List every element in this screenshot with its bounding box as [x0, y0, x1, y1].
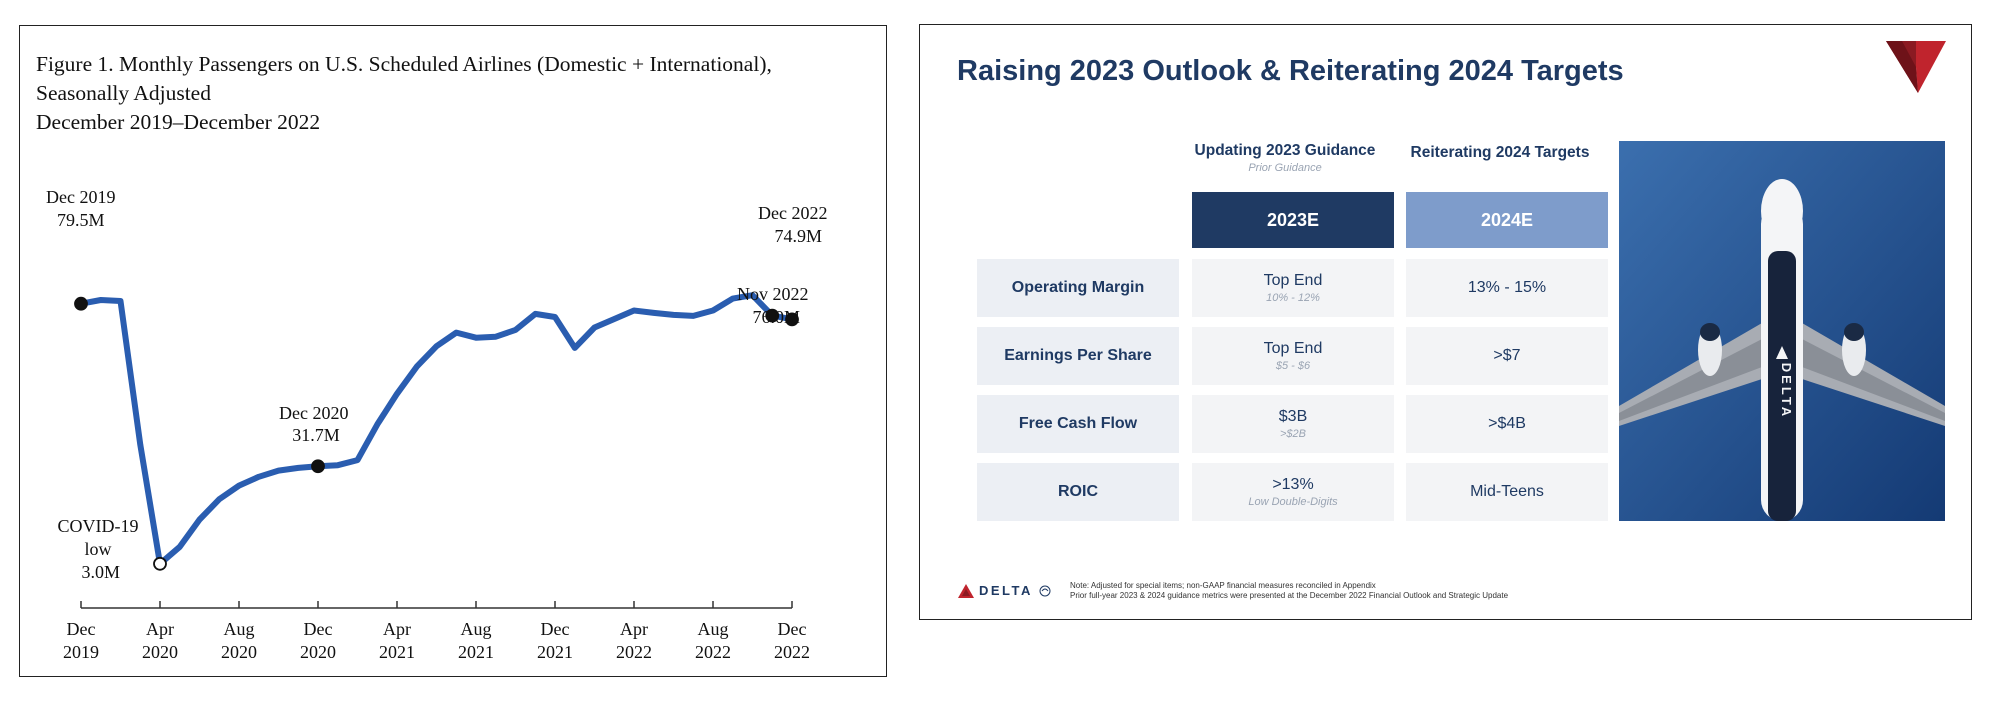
chart-title-line-2: Seasonally Adjusted — [36, 81, 211, 105]
cell-2023-value: Top End — [1263, 340, 1323, 357]
passenger-line-chart: Dec 2019 Apr 2020 Aug 2020 Dec 2020 Apr 2021 Aug 20… — [46, 187, 832, 662]
cell-2023-eps: Top End $5 - $6 — [1192, 327, 1394, 385]
x-tick-label: Aug 2022 — [695, 619, 731, 662]
chart-title-line-3: December 2019–December 2022 — [36, 110, 321, 134]
annotation-dec2019-date: Dec 2019 — [46, 187, 115, 207]
cell-2023-value: Top End — [1263, 272, 1323, 289]
data-point-marker — [74, 296, 88, 311]
annotation-dec2022: Dec 2022 74.9M — [758, 203, 832, 246]
chart-panel: Figure 1. Monthly Passengers on U.S. Sch… — [19, 25, 887, 677]
annotation-covid-line-1: COVID-19 — [58, 516, 139, 536]
col-2023-header: Updating 2023 Guidance Prior Guidance — [1184, 142, 1386, 174]
footer-logo-text: DELTA — [979, 583, 1033, 598]
x-tick-label: Apr 2021 — [379, 619, 415, 662]
chart-title: Figure 1. Monthly Passengers on U.S. Sch… — [36, 50, 876, 137]
x-tick-labels: Dec 2019 Apr 2020 Aug 2020 Dec 2020 Apr 2021 Aug 20… — [63, 619, 810, 662]
annotation-dec2020-date: Dec 2020 — [279, 403, 348, 423]
cell-2023-value: >13% — [1272, 476, 1314, 493]
x-tick-label: Apr 2020 — [142, 619, 178, 662]
cell-2024-eps: >$7 — [1406, 327, 1608, 385]
row-label-roic: ROIC — [977, 463, 1179, 521]
x-tick-label: Dec 2020 — [300, 619, 336, 662]
col-2024-header: Reiterating 2024 Targets — [1410, 144, 1590, 161]
col-2024-cap: 2024E — [1406, 192, 1608, 248]
slide-title: Raising 2023 Outlook & Reiterating 2024 … — [957, 55, 1624, 87]
cell-2024-fcf: >$4B — [1406, 395, 1608, 453]
skyteam-icon — [1039, 585, 1051, 596]
slide-panel: Raising 2023 Outlook & Reiterating 2024 … — [919, 24, 1972, 620]
cell-prior-value: >$2B — [1280, 428, 1306, 440]
data-point-marker — [153, 556, 167, 571]
footer-note-line-1: Note: Adjusted for special items; non-GA… — [1070, 581, 1376, 590]
annotation-covid-low: COVID-19 low 3.0M — [58, 516, 144, 582]
plane-livery-text: DELTA — [1779, 363, 1794, 419]
data-point-marker — [311, 459, 325, 474]
x-tick-label: Aug 2020 — [221, 619, 257, 662]
footer-logo: DELTA — [958, 583, 1051, 598]
data-point-marker — [785, 312, 799, 327]
annotation-dec2022-value: 74.9M — [774, 226, 822, 246]
footer-note-line-2: Prior full-year 2023 & 2024 guidance met… — [1070, 591, 1509, 600]
annotation-covid-line-3: 3.0M — [81, 562, 120, 582]
cell-2023-fcf: $3B >$2B — [1192, 395, 1394, 453]
col-2023-prior-label: Prior Guidance — [1248, 162, 1322, 174]
row-label-operating-margin: Operating Margin — [977, 259, 1179, 317]
annotation-nov2022: Nov 2022 76.0M — [737, 284, 813, 327]
cell-2023-value: $3B — [1278, 408, 1308, 425]
col-2023-header-label: Updating 2023 Guidance — [1194, 142, 1376, 159]
cell-2024-operating-margin: 13% - 15% — [1406, 259, 1608, 317]
x-axis — [80, 601, 793, 609]
annotation-dec2022-date: Dec 2022 — [758, 203, 827, 223]
annotation-dec2020-value: 31.7M — [292, 425, 340, 445]
footer-note: Note: Adjusted for special items; non-GA… — [1070, 581, 1508, 601]
cell-prior-value: 10% - 12% — [1266, 292, 1320, 304]
annotation-dec2019: Dec 2019 79.5M — [46, 187, 120, 230]
col-2023-cap: 2023E — [1192, 192, 1394, 248]
annotation-dec2019-value: 79.5M — [57, 210, 105, 230]
x-tick-label: Dec 2021 — [537, 619, 573, 662]
data-markers — [74, 296, 799, 571]
x-tick-label: Dec 2019 — [63, 619, 99, 662]
annotation-nov2022-value: 76.0M — [752, 307, 800, 327]
delta-widget-icon — [958, 583, 974, 598]
annotation-nov2022-date: Nov 2022 — [737, 284, 809, 304]
series-line — [78, 292, 795, 567]
cell-prior-value: $5 - $6 — [1275, 360, 1311, 372]
airplane-photo: DELTA — [1619, 141, 1945, 521]
annotation-covid-line-2: low — [85, 539, 112, 559]
row-label-eps: Earnings Per Share — [977, 327, 1179, 385]
x-tick-label: Dec 2022 — [774, 619, 810, 662]
row-label-fcf: Free Cash Flow — [977, 395, 1179, 453]
x-tick-label: Apr 2022 — [616, 619, 652, 662]
x-tick-label: Aug 2021 — [458, 619, 494, 662]
data-point-marker — [765, 308, 780, 323]
delta-widget-logo — [1886, 41, 1946, 93]
chart-title-line-1: Figure 1. Monthly Passengers on U.S. Sch… — [36, 52, 772, 76]
cell-2024-roic: Mid-Teens — [1406, 463, 1608, 521]
cell-prior-value: Low Double-Digits — [1248, 496, 1338, 508]
cell-2023-operating-margin: Top End 10% - 12% — [1192, 259, 1394, 317]
cell-2023-roic: >13% Low Double-Digits — [1192, 463, 1394, 521]
annotation-dec2020: Dec 2020 31.7M — [279, 403, 353, 445]
